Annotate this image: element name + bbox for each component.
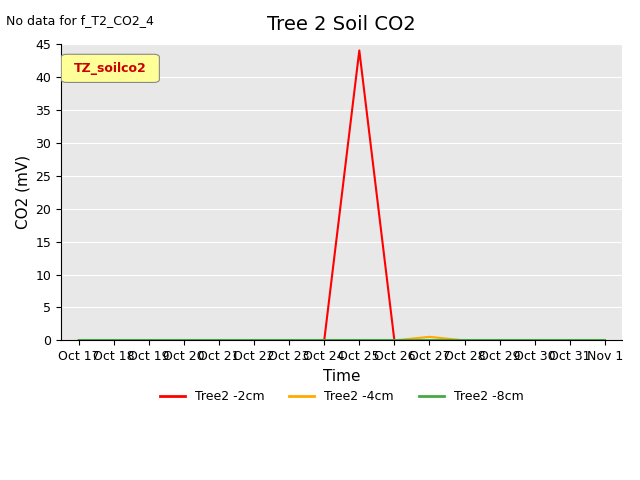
Tree2 -2cm: [355, 48, 363, 53]
Tree2 -4cm: [426, 334, 433, 340]
Tree2 -4cm: [390, 337, 398, 343]
Tree2 -4cm: [180, 337, 188, 343]
Tree2 -4cm: [321, 337, 328, 343]
Title: Tree 2 Soil CO2: Tree 2 Soil CO2: [268, 15, 416, 34]
FancyBboxPatch shape: [61, 54, 159, 83]
Line: Tree2 -2cm: Tree2 -2cm: [79, 50, 605, 340]
Tree2 -4cm: [355, 337, 363, 343]
Tree2 -4cm: [531, 337, 538, 343]
Tree2 -8cm: [390, 337, 398, 343]
Tree2 -4cm: [145, 337, 153, 343]
Tree2 -8cm: [110, 337, 118, 343]
Tree2 -8cm: [461, 337, 468, 343]
Tree2 -8cm: [426, 337, 433, 343]
Tree2 -2cm: [566, 337, 573, 343]
Tree2 -4cm: [601, 337, 609, 343]
Tree2 -4cm: [215, 337, 223, 343]
Tree2 -2cm: [390, 337, 398, 343]
Tree2 -8cm: [180, 337, 188, 343]
Tree2 -4cm: [461, 337, 468, 343]
Tree2 -2cm: [145, 337, 153, 343]
Tree2 -8cm: [321, 337, 328, 343]
Tree2 -8cm: [285, 337, 293, 343]
Tree2 -2cm: [250, 337, 258, 343]
Tree2 -2cm: [426, 337, 433, 343]
Tree2 -2cm: [496, 337, 504, 343]
Line: Tree2 -4cm: Tree2 -4cm: [79, 337, 605, 340]
Tree2 -2cm: [461, 337, 468, 343]
Tree2 -2cm: [531, 337, 538, 343]
Tree2 -8cm: [75, 337, 83, 343]
Tree2 -8cm: [601, 337, 609, 343]
Tree2 -2cm: [110, 337, 118, 343]
Tree2 -4cm: [285, 337, 293, 343]
Tree2 -4cm: [250, 337, 258, 343]
Tree2 -2cm: [180, 337, 188, 343]
Tree2 -4cm: [110, 337, 118, 343]
Tree2 -4cm: [75, 337, 83, 343]
Tree2 -8cm: [355, 337, 363, 343]
Tree2 -2cm: [285, 337, 293, 343]
Tree2 -8cm: [496, 337, 504, 343]
Tree2 -2cm: [601, 337, 609, 343]
Tree2 -4cm: [566, 337, 573, 343]
Text: TZ_soilco2: TZ_soilco2: [74, 62, 147, 75]
Tree2 -8cm: [531, 337, 538, 343]
Tree2 -8cm: [250, 337, 258, 343]
Tree2 -8cm: [145, 337, 153, 343]
Tree2 -4cm: [496, 337, 504, 343]
X-axis label: Time: Time: [323, 369, 360, 384]
Tree2 -8cm: [215, 337, 223, 343]
Y-axis label: CO2 (mV): CO2 (mV): [15, 155, 30, 229]
Tree2 -2cm: [75, 337, 83, 343]
Legend: Tree2 -2cm, Tree2 -4cm, Tree2 -8cm: Tree2 -2cm, Tree2 -4cm, Tree2 -8cm: [155, 385, 529, 408]
Tree2 -2cm: [215, 337, 223, 343]
Text: No data for f_T2_CO2_4: No data for f_T2_CO2_4: [6, 14, 154, 27]
Tree2 -8cm: [566, 337, 573, 343]
Tree2 -2cm: [321, 337, 328, 343]
